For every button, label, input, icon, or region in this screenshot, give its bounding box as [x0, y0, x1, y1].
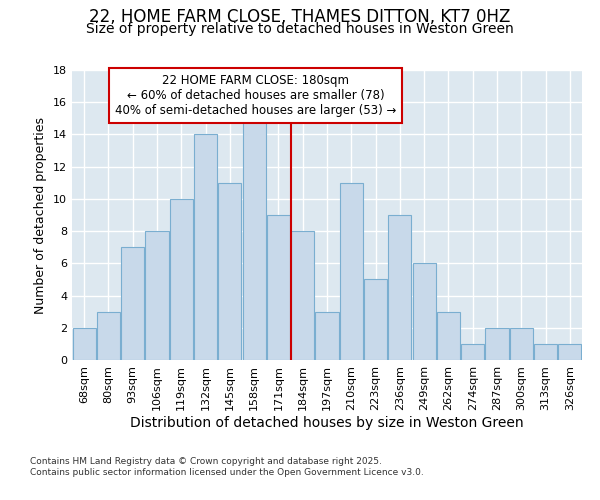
Bar — [413, 264, 436, 360]
Bar — [364, 280, 387, 360]
Bar — [388, 215, 412, 360]
Bar — [461, 344, 484, 360]
Text: Distribution of detached houses by size in Weston Green: Distribution of detached houses by size … — [130, 416, 524, 430]
Bar — [97, 312, 120, 360]
Bar — [145, 231, 169, 360]
Bar — [291, 231, 314, 360]
Bar — [170, 199, 193, 360]
Bar — [73, 328, 95, 360]
Y-axis label: Number of detached properties: Number of detached properties — [34, 116, 47, 314]
Bar — [510, 328, 533, 360]
Bar — [559, 344, 581, 360]
Bar — [121, 247, 144, 360]
Text: Size of property relative to detached houses in Weston Green: Size of property relative to detached ho… — [86, 22, 514, 36]
Bar — [316, 312, 338, 360]
Bar — [267, 215, 290, 360]
Bar — [437, 312, 460, 360]
Bar — [340, 183, 363, 360]
Bar — [218, 183, 241, 360]
Bar — [534, 344, 557, 360]
Text: 22, HOME FARM CLOSE, THAMES DITTON, KT7 0HZ: 22, HOME FARM CLOSE, THAMES DITTON, KT7 … — [89, 8, 511, 26]
Text: 22 HOME FARM CLOSE: 180sqm
← 60% of detached houses are smaller (78)
40% of semi: 22 HOME FARM CLOSE: 180sqm ← 60% of deta… — [115, 74, 396, 118]
Bar — [194, 134, 217, 360]
Bar — [242, 118, 266, 360]
Text: Contains HM Land Registry data © Crown copyright and database right 2025.
Contai: Contains HM Land Registry data © Crown c… — [30, 458, 424, 477]
Bar — [485, 328, 509, 360]
